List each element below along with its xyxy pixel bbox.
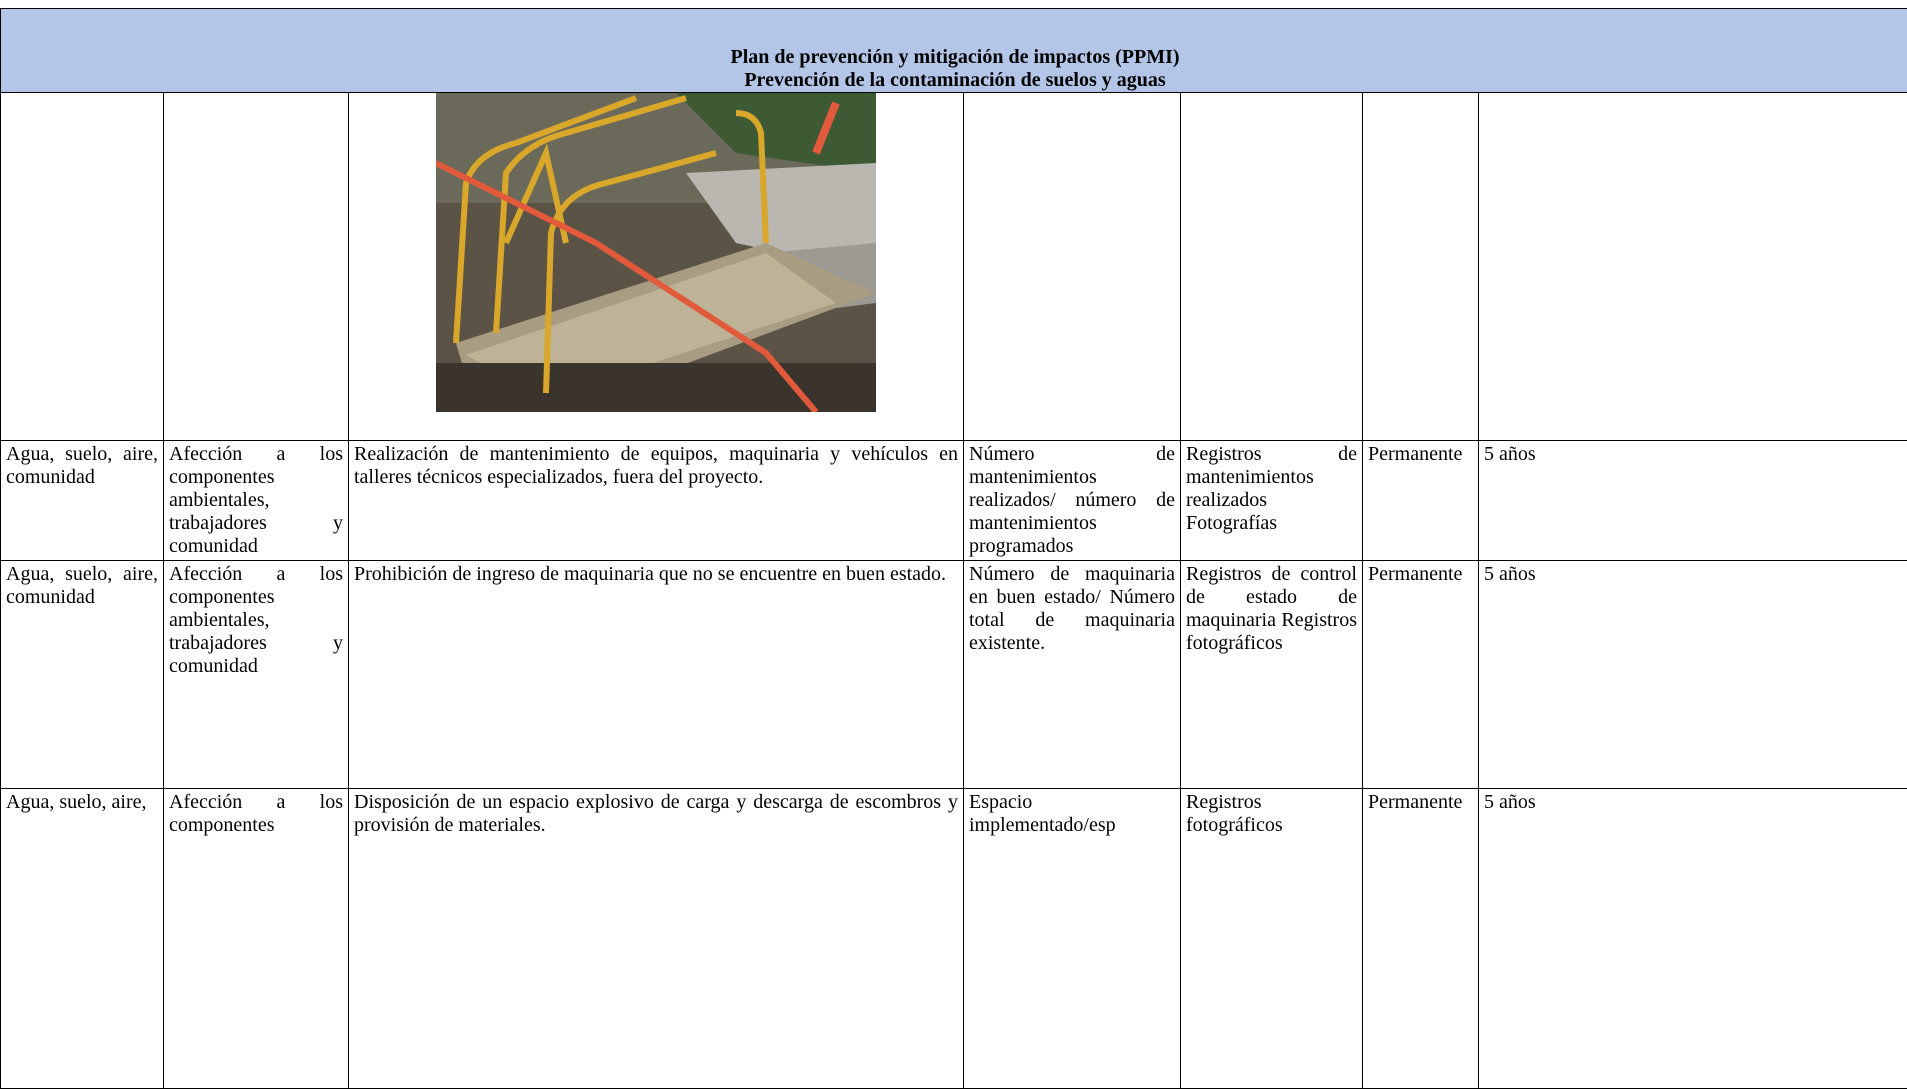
table-cell: Registros de mantenimientos realizados F… (1181, 441, 1363, 561)
table-cell: Agua, suelo, aire, (1, 789, 164, 1089)
cell (164, 93, 349, 441)
header-row: Plan de prevención y mitigación de impac… (1, 9, 1907, 93)
cell (1181, 93, 1363, 441)
table-cell: Afección a los componentes (164, 789, 349, 1089)
table-cell: Número de maquinaria en buen estado/ Núm… (964, 561, 1181, 789)
header-cell: Plan de prevención y mitigación de impac… (1, 9, 1907, 93)
table-cell: Agua, suelo, aire, comunidad (1, 441, 164, 561)
table-cell: Registros fotográficos (1181, 789, 1363, 1089)
table-cell: Agua, suelo, aire, comunidad (1, 561, 164, 789)
cell (1363, 93, 1479, 441)
table-cell: Prohibición de ingreso de maquinaria que… (349, 561, 964, 789)
title: Plan de prevención y mitigación de impac… (6, 46, 1904, 69)
cell (1479, 93, 1907, 441)
table-cell: 5 años (1479, 441, 1907, 561)
table-cell: Disposición de un espacio explosivo de c… (349, 789, 964, 1089)
photo-footbridge (436, 93, 876, 412)
table-row: Agua, suelo, aire,Afección a los compone… (1, 789, 1907, 1089)
table-cell: Realización de mantenimiento de equipos,… (349, 441, 964, 561)
table-cell: Número de mantenimientos realizados/ núm… (964, 441, 1181, 561)
table-cell: 5 años (1479, 789, 1907, 1089)
ppmi-table: Plan de prevención y mitigación de impac… (0, 8, 1907, 1089)
table-cell: Permanente (1363, 441, 1479, 561)
table-cell: 5 años (1479, 561, 1907, 789)
table-cell: Permanente (1363, 789, 1479, 1089)
table-cell: Registros de control de estado de maquin… (1181, 561, 1363, 789)
cell (964, 93, 1181, 441)
image-row (1, 93, 1907, 441)
cell (349, 93, 964, 441)
table-cell: Permanente (1363, 561, 1479, 789)
subtitle: Prevención de la contaminación de suelos… (6, 69, 1904, 92)
table-cell: Afección a los componentes ambientales, … (164, 561, 349, 789)
page: Plan de prevención y mitigación de impac… (0, 0, 1907, 1022)
table-cell: Afección a los componentes ambientales, … (164, 441, 349, 561)
cell (1, 93, 164, 441)
table-cell: Espacio implementado/esp (964, 789, 1181, 1089)
